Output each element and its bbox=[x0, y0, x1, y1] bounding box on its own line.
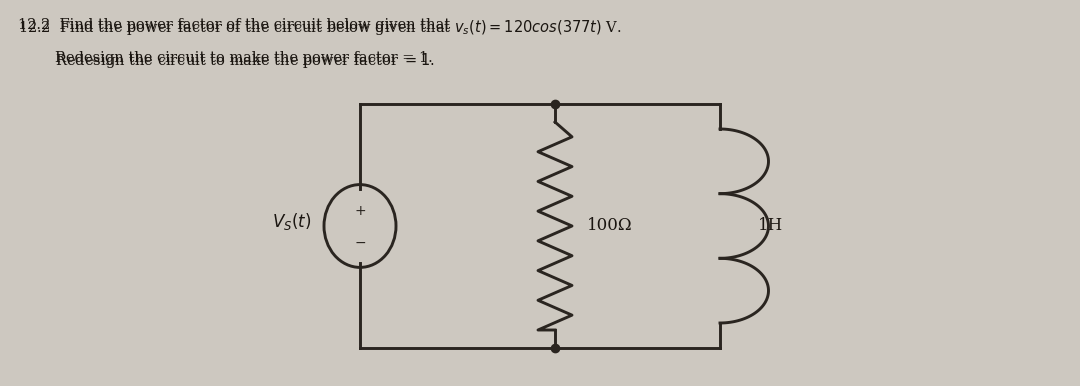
Text: Redesign the circuit to make the power factor = 1.: Redesign the circuit to make the power f… bbox=[18, 51, 433, 65]
Text: +: + bbox=[354, 204, 366, 218]
Text: 100Ω: 100Ω bbox=[588, 217, 633, 235]
Text: 12.2  Find the power factor of the circuit below given that $v_s(t) = 120cos(377: 12.2 Find the power factor of the circui… bbox=[18, 18, 622, 37]
Text: 1H: 1H bbox=[758, 217, 783, 235]
Text: 12.2  Find the power factor of the circuit below given that: 12.2 Find the power factor of the circui… bbox=[18, 18, 455, 32]
Text: −: − bbox=[354, 236, 366, 250]
Text: $V_S(t)$: $V_S(t)$ bbox=[272, 212, 312, 232]
Text: Redesign the circuit to make the power factor $= 1.$: Redesign the circuit to make the power f… bbox=[18, 51, 434, 70]
